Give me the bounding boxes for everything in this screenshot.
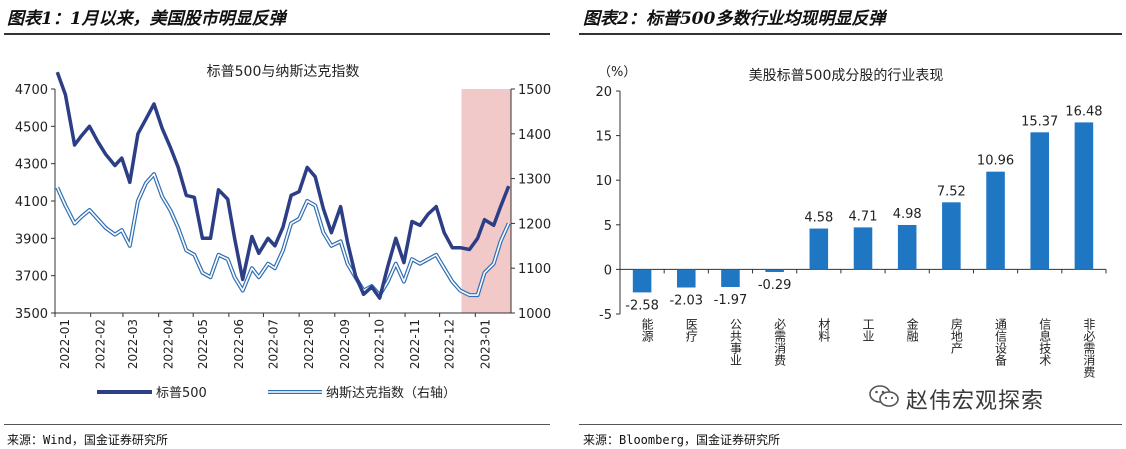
right-footer-rule	[579, 424, 1122, 425]
x-tick-label: 2022-11	[408, 319, 422, 369]
watermark: 赵伟宏观探索	[868, 383, 1044, 415]
right-chart-title: 美股标普500成分股的行业表现	[749, 68, 944, 84]
wechat-icon	[868, 383, 900, 415]
category-label: 必需消费	[773, 318, 787, 366]
x-tick-label: 2022-08	[302, 319, 316, 369]
x-tick-label: 2022-12	[443, 319, 457, 369]
bar	[809, 228, 829, 270]
left-source-note: 来源：Wind，国金证券研究所	[7, 433, 168, 447]
right-y-tick-label: 1300	[518, 173, 551, 188]
category-label: 医疗	[684, 318, 698, 343]
right-panel-heading: 图表2：标普500多数行业均现明显反弹	[583, 9, 886, 29]
sp500-line	[55, 71, 511, 300]
y-tick-label: -5	[599, 308, 612, 323]
watermark-text: 赵伟宏观探索	[906, 389, 1045, 414]
x-tick-label: 2022-10	[372, 319, 386, 369]
x-tick-label: 2022-07	[266, 319, 280, 369]
category-label: 工业	[861, 318, 875, 342]
left-y-tick-label: 4100	[15, 195, 48, 210]
bar	[853, 227, 873, 270]
left-y-tick-label: 4700	[15, 83, 48, 98]
right-heading-rule	[579, 33, 1122, 35]
right-source-note: 来源：Bloomberg，国金证券研究所	[583, 433, 781, 447]
bar-value-label: -1.97	[714, 293, 748, 308]
x-tick-label: 2022-03	[126, 319, 140, 369]
bar-value-label: 10.96	[977, 154, 1014, 169]
bar-value-label: -2.58	[625, 298, 659, 313]
x-tick-label: 2022-01	[58, 319, 72, 369]
left-y-tick-label: 4500	[15, 120, 48, 135]
nasdaq-line	[56, 173, 510, 296]
left-y-tick-label: 3500	[15, 307, 48, 322]
left-y-tick-label: 3900	[15, 232, 48, 247]
left-y-tick-label: 4300	[15, 158, 48, 173]
bar	[897, 224, 917, 270]
right-y-tick-label: 1500	[518, 83, 551, 98]
bar-value-label: 7.52	[937, 184, 966, 199]
category-label: 公共事业	[728, 318, 742, 366]
right-y-tick-label: 1200	[518, 217, 551, 232]
left-y-tick-label: 3700	[15, 270, 48, 285]
category-label: 通信设备	[994, 318, 1008, 367]
right-bar-chart: 美股标普500成分股的行业表现 （%） -5 0 5 10 15 20 -2.58 能源 -2.03…	[595, 65, 1107, 378]
right-y-tick-label: 1100	[518, 262, 551, 277]
x-tick-label: 2023-01	[478, 319, 492, 369]
bar-value-label: 4.58	[804, 211, 833, 226]
bar-value-label: 4.71	[849, 209, 878, 224]
category-label: 信息技术	[1038, 318, 1052, 366]
left-line-chart: 标普500与纳斯达克指数 3500 3700 3900 4100 4300 4500 4700…	[15, 64, 551, 401]
y-tick-label: 5	[604, 219, 612, 234]
bar	[942, 202, 961, 270]
nasdaq-line-outline	[55, 172, 511, 298]
left-panel-heading: 图表1：1月以来，美国股市明显反弹	[7, 9, 286, 29]
bar-value-label: -0.29	[758, 278, 792, 293]
bar	[1030, 132, 1050, 270]
x-tick-label: 2022-05	[196, 319, 210, 369]
category-label: 能源	[640, 318, 654, 343]
right-y-tick-label: 1000	[518, 307, 551, 322]
y-unit-label: （%）	[598, 65, 636, 80]
legend-label-nasdaq: 纳斯达克指数（右轴）	[326, 386, 456, 401]
bar	[676, 269, 696, 288]
bar	[765, 269, 784, 272]
bar-value-label: 15.37	[1021, 114, 1058, 129]
category-label: 非必需消费	[1082, 318, 1096, 378]
category-label: 材料	[817, 318, 831, 342]
bar-value-label: 4.98	[893, 207, 922, 222]
bar-value-label: -2.03	[669, 294, 703, 309]
bar	[721, 269, 740, 287]
bar	[986, 171, 1005, 270]
y-tick-label: 10	[595, 174, 612, 189]
bar	[1074, 122, 1094, 270]
right-y-tick-label: 1400	[518, 128, 551, 143]
left-footer-rule	[4, 424, 550, 425]
legend-label-sp500: 标普500	[156, 386, 207, 401]
left-heading-rule	[4, 33, 550, 35]
y-tick-label: 0	[604, 263, 612, 278]
y-tick-label: 20	[595, 85, 612, 100]
category-label: 金融	[905, 317, 919, 343]
bar-value-label: 16.48	[1065, 104, 1102, 119]
x-tick-label: 2022-04	[162, 319, 176, 369]
bar	[632, 269, 652, 293]
x-tick-label: 2022-06	[232, 319, 246, 369]
category-label: 房地产	[949, 317, 963, 355]
left-chart-title: 标普500与纳斯达克指数	[207, 64, 360, 80]
y-tick-label: 15	[595, 130, 612, 145]
x-tick-label: 2022-09	[338, 319, 352, 369]
x-tick-label: 2022-02	[94, 319, 108, 369]
